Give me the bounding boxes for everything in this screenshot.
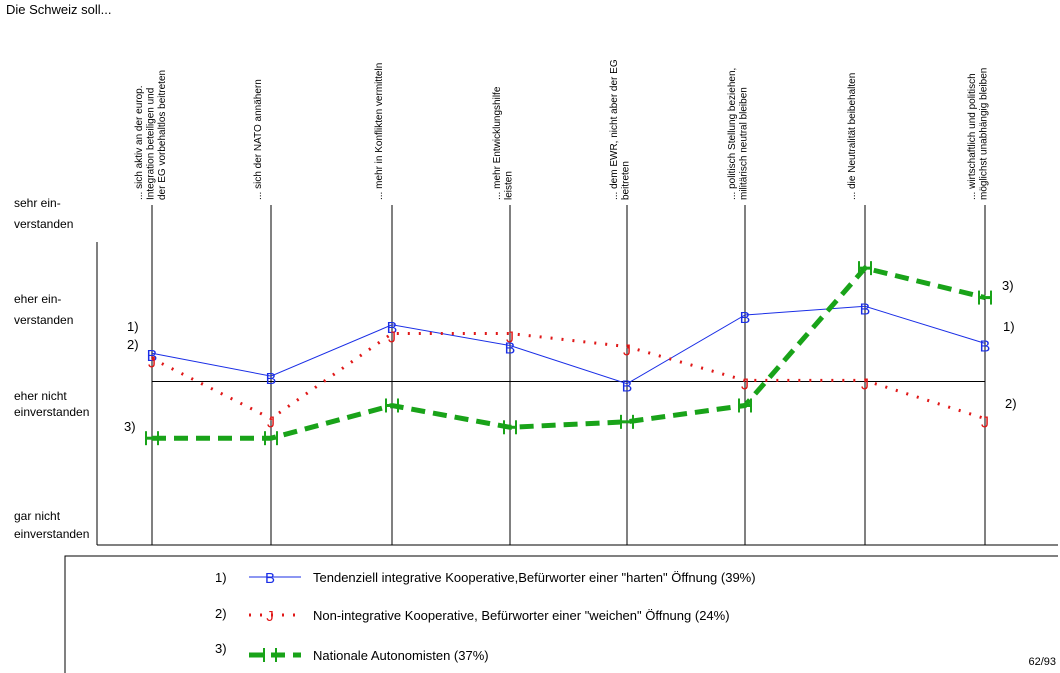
series-point-3 (978, 290, 992, 305)
series-point-3 (503, 420, 517, 435)
series-point-3 (264, 431, 278, 446)
series-point-2: J (623, 343, 631, 360)
category-label-5: ... dem EWR, nicht aber der EG (609, 59, 620, 200)
chart-frame (96, 242, 1058, 546)
category-label-8: ... wirtschaftlich und politisch (967, 73, 978, 200)
series-point-1: B (980, 338, 991, 355)
series-point-2: J (506, 330, 514, 347)
category-label-1: ... sich aktiv an der europ. (134, 85, 145, 200)
series-end-label-3: 3) (1002, 278, 1014, 293)
y-label-4: einverstanden (14, 527, 89, 541)
series-point-2: J (388, 330, 396, 347)
y-label-1: verstanden (14, 217, 73, 231)
series-point-1: B (387, 320, 398, 337)
chart-title: Die Schweiz soll... (6, 2, 111, 17)
series-point-2: J (981, 415, 989, 432)
series-point-3 (385, 398, 399, 413)
legend-label-1: Tendenziell integrative Kooperative,Befü… (313, 570, 756, 585)
y-label-3: einverstanden (14, 405, 89, 419)
series-end-label-2: 2) (1005, 396, 1017, 411)
series-point-3 (145, 431, 159, 446)
category-label-1: der EG vorbehaltlos beitreten (157, 70, 168, 200)
series-point-1: B (147, 348, 158, 365)
category-label-7: ... die Neutralität beibehalten (847, 73, 858, 200)
page-number: 62/93 (1028, 656, 1056, 668)
series-line-3 (152, 265, 986, 441)
series-point-3 (620, 414, 634, 429)
series-line-1 (151, 305, 986, 385)
category-label-2: ... sich der NATO annähern (253, 79, 264, 200)
category-label-4: leisten (504, 171, 515, 200)
y-label-1: sehr ein- (14, 196, 61, 210)
series-point-1: B (740, 310, 751, 327)
series-point-1: B (266, 371, 277, 388)
category-label-1: Integration beteiligen und (146, 88, 157, 200)
legend-marker-2: J (266, 608, 274, 625)
legend-number-2: 2) (215, 606, 227, 621)
category-label-8: möglichst unabhängig bleiben (979, 68, 990, 200)
legend-number-1: 1) (215, 570, 227, 585)
category-labels: ... sich aktiv an der europ. Integration … (134, 59, 990, 200)
series-point-3 (858, 261, 872, 276)
series-start-label-3: 3) (124, 419, 136, 434)
legend-label-3: Nationale Autonomisten (37%) (313, 648, 489, 663)
series-end-label-1: 1) (1003, 319, 1015, 334)
series-point-1: B (505, 341, 516, 358)
y-axis-labels: sehr ein-verstanden eher ein-verstanden eh… (14, 196, 89, 541)
series-point-2: J (148, 355, 156, 372)
legend-marker-1: B (265, 570, 275, 587)
category-label-5: beitreten (621, 161, 632, 200)
legend: 1) B Tendenziell integrative Kooperative,B… (64, 555, 1058, 673)
category-label-6: militärisch neutral bleiben (739, 87, 750, 200)
legend-box (64, 555, 1058, 673)
series-group: B B B B B B B B 1) 1) J J J J J J J J 2) 2) 3) 3) (124, 261, 1017, 446)
y-label-4: gar nicht (14, 509, 61, 523)
y-label-2: verstanden (14, 313, 73, 327)
category-axes (151, 205, 986, 545)
series-point-3 (738, 398, 752, 413)
legend-number-3: 3) (215, 641, 227, 656)
series-point-1: B (622, 379, 633, 396)
series-start-label-2: 2) (127, 337, 139, 352)
series-point-2: J (267, 415, 275, 432)
category-label-4: ... mehr Entwicklungshilfe (492, 86, 503, 200)
legend-label-2: Non-integrative Kooperative, Befürworter… (313, 608, 730, 623)
y-label-3: eher nicht (14, 389, 67, 403)
series-point-2: J (861, 376, 869, 393)
category-label-3: ... mehr in Konflikten vermitteln (374, 63, 385, 200)
series-point-2: J (741, 376, 749, 393)
y-label-2: eher ein- (14, 292, 61, 306)
series-start-label-1: 1) (127, 319, 139, 334)
category-label-6: ... politisch Stellung beziehen, (727, 68, 738, 200)
series-point-1: B (860, 301, 871, 318)
